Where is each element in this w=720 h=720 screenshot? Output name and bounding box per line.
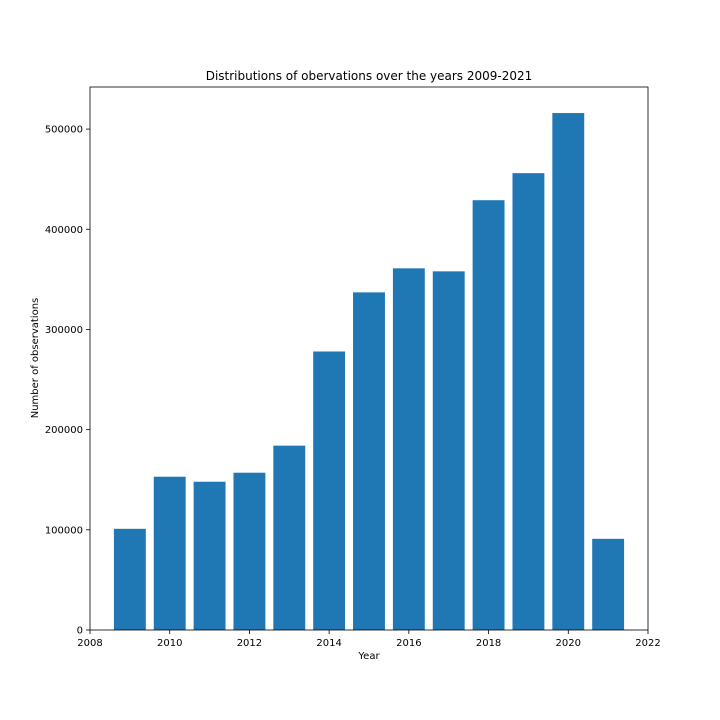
bar-2017 <box>432 271 465 630</box>
x-tick-label: 2022 <box>635 638 660 649</box>
y-tick-label: 500000 <box>45 125 83 136</box>
bar-2018 <box>472 200 505 630</box>
bar-2015 <box>353 292 385 630</box>
bar-2009 <box>113 528 146 630</box>
x-tick-label: 2016 <box>396 638 421 649</box>
bars-layer <box>113 113 625 630</box>
bar-2013 <box>273 445 306 630</box>
x-tick-label: 2014 <box>316 638 341 649</box>
bar-2011 <box>193 481 226 630</box>
y-tick-label: 100000 <box>45 525 83 536</box>
y-tick-label: 0 <box>77 626 83 637</box>
y-axis-label: Number of observations <box>30 298 41 419</box>
bar-2014 <box>313 351 346 630</box>
bar-2016 <box>392 268 425 630</box>
x-axis-label: Year <box>357 651 380 662</box>
x-axis: 2008 2010 2012 2014 2016 2018 2020 2022 <box>77 630 661 649</box>
y-tick-label: 200000 <box>45 425 83 436</box>
y-tick-label: 300000 <box>45 325 83 336</box>
bar-2012 <box>233 472 266 630</box>
chart-title: Distributions of obervations over the ye… <box>206 69 533 83</box>
x-tick-label: 2010 <box>157 638 182 649</box>
y-axis: 0 100000 200000 300000 400000 500000 <box>45 125 90 637</box>
x-tick-label: 2018 <box>476 638 501 649</box>
x-tick-label: 2020 <box>556 638 581 649</box>
y-tick-label: 400000 <box>45 225 83 236</box>
plot-frame <box>89 86 649 631</box>
bar-2020 <box>552 113 585 630</box>
bar-2019 <box>512 173 545 630</box>
x-tick-label: 2012 <box>237 638 262 649</box>
x-tick-label: 2008 <box>77 638 102 649</box>
bar-2021 <box>592 538 625 630</box>
bar-2010 <box>153 476 186 630</box>
